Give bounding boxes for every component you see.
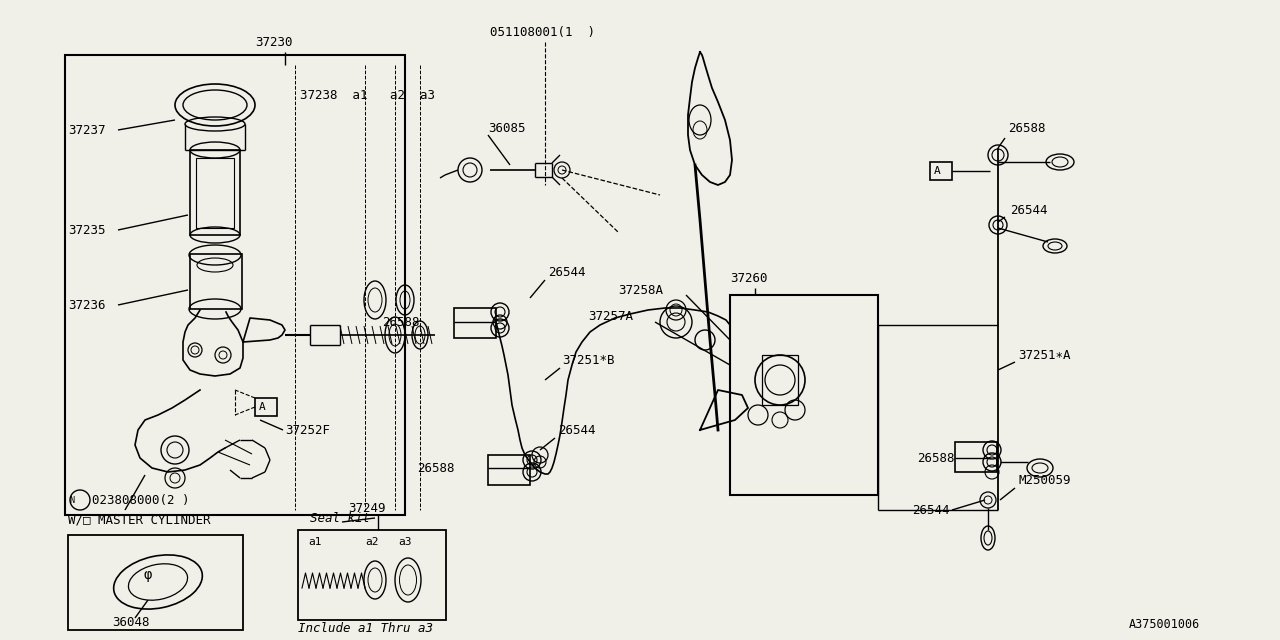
Text: φ: φ: [143, 568, 152, 582]
Bar: [762, 355, 797, 405]
Bar: [931, 162, 952, 180]
Text: 051108001(1  ): 051108001(1 ): [490, 26, 595, 38]
Bar: [488, 455, 530, 485]
Text: 26544: 26544: [558, 424, 595, 436]
Text: 36048: 36048: [113, 616, 150, 628]
Text: 37238  a1   a2  a3: 37238 a1 a2 a3: [300, 88, 435, 102]
Bar: [454, 308, 497, 338]
Text: 37236: 37236: [68, 298, 105, 312]
Text: 37258A: 37258A: [618, 284, 663, 296]
Text: 37260: 37260: [730, 271, 768, 285]
Bar: [189, 254, 242, 309]
Bar: [730, 295, 878, 495]
Text: 023808000(2 ): 023808000(2 ): [92, 493, 189, 506]
Text: 37249: 37249: [348, 502, 385, 515]
Text: a2: a2: [365, 537, 379, 547]
Text: 36085: 36085: [488, 122, 526, 134]
Text: Seal kit: Seal kit: [310, 511, 370, 525]
Bar: [255, 398, 276, 416]
Text: 26544: 26544: [1010, 204, 1047, 216]
Text: a3: a3: [398, 537, 411, 547]
Text: 26588: 26588: [417, 461, 454, 474]
Text: M250059: M250059: [1018, 474, 1070, 486]
Bar: [298, 530, 445, 620]
Text: A: A: [934, 166, 941, 176]
Bar: [65, 55, 404, 515]
Text: 26588: 26588: [383, 316, 420, 328]
Bar: [189, 150, 241, 235]
Text: 37257A: 37257A: [588, 310, 634, 323]
Text: 26588: 26588: [918, 451, 955, 465]
Text: 26544: 26544: [913, 504, 950, 516]
Text: N: N: [69, 495, 74, 504]
Bar: [196, 158, 234, 228]
Text: a1: a1: [308, 537, 321, 547]
Bar: [955, 442, 997, 472]
Text: 26588: 26588: [1009, 122, 1046, 134]
Text: A375001006: A375001006: [1129, 618, 1201, 632]
Text: 37237: 37237: [68, 124, 105, 136]
Text: 37235: 37235: [68, 223, 105, 237]
Text: 37251*B: 37251*B: [562, 353, 614, 367]
Text: Include a1 Thru a3: Include a1 Thru a3: [298, 621, 433, 634]
Text: 26544: 26544: [548, 266, 585, 278]
Text: A: A: [259, 402, 266, 412]
Text: 37251∗A: 37251∗A: [1018, 349, 1070, 362]
Text: 37230: 37230: [255, 35, 293, 49]
Text: W/□ MASTER CYLINDER: W/□ MASTER CYLINDER: [68, 513, 210, 527]
Bar: [68, 535, 243, 630]
Text: 37252F: 37252F: [285, 424, 330, 436]
